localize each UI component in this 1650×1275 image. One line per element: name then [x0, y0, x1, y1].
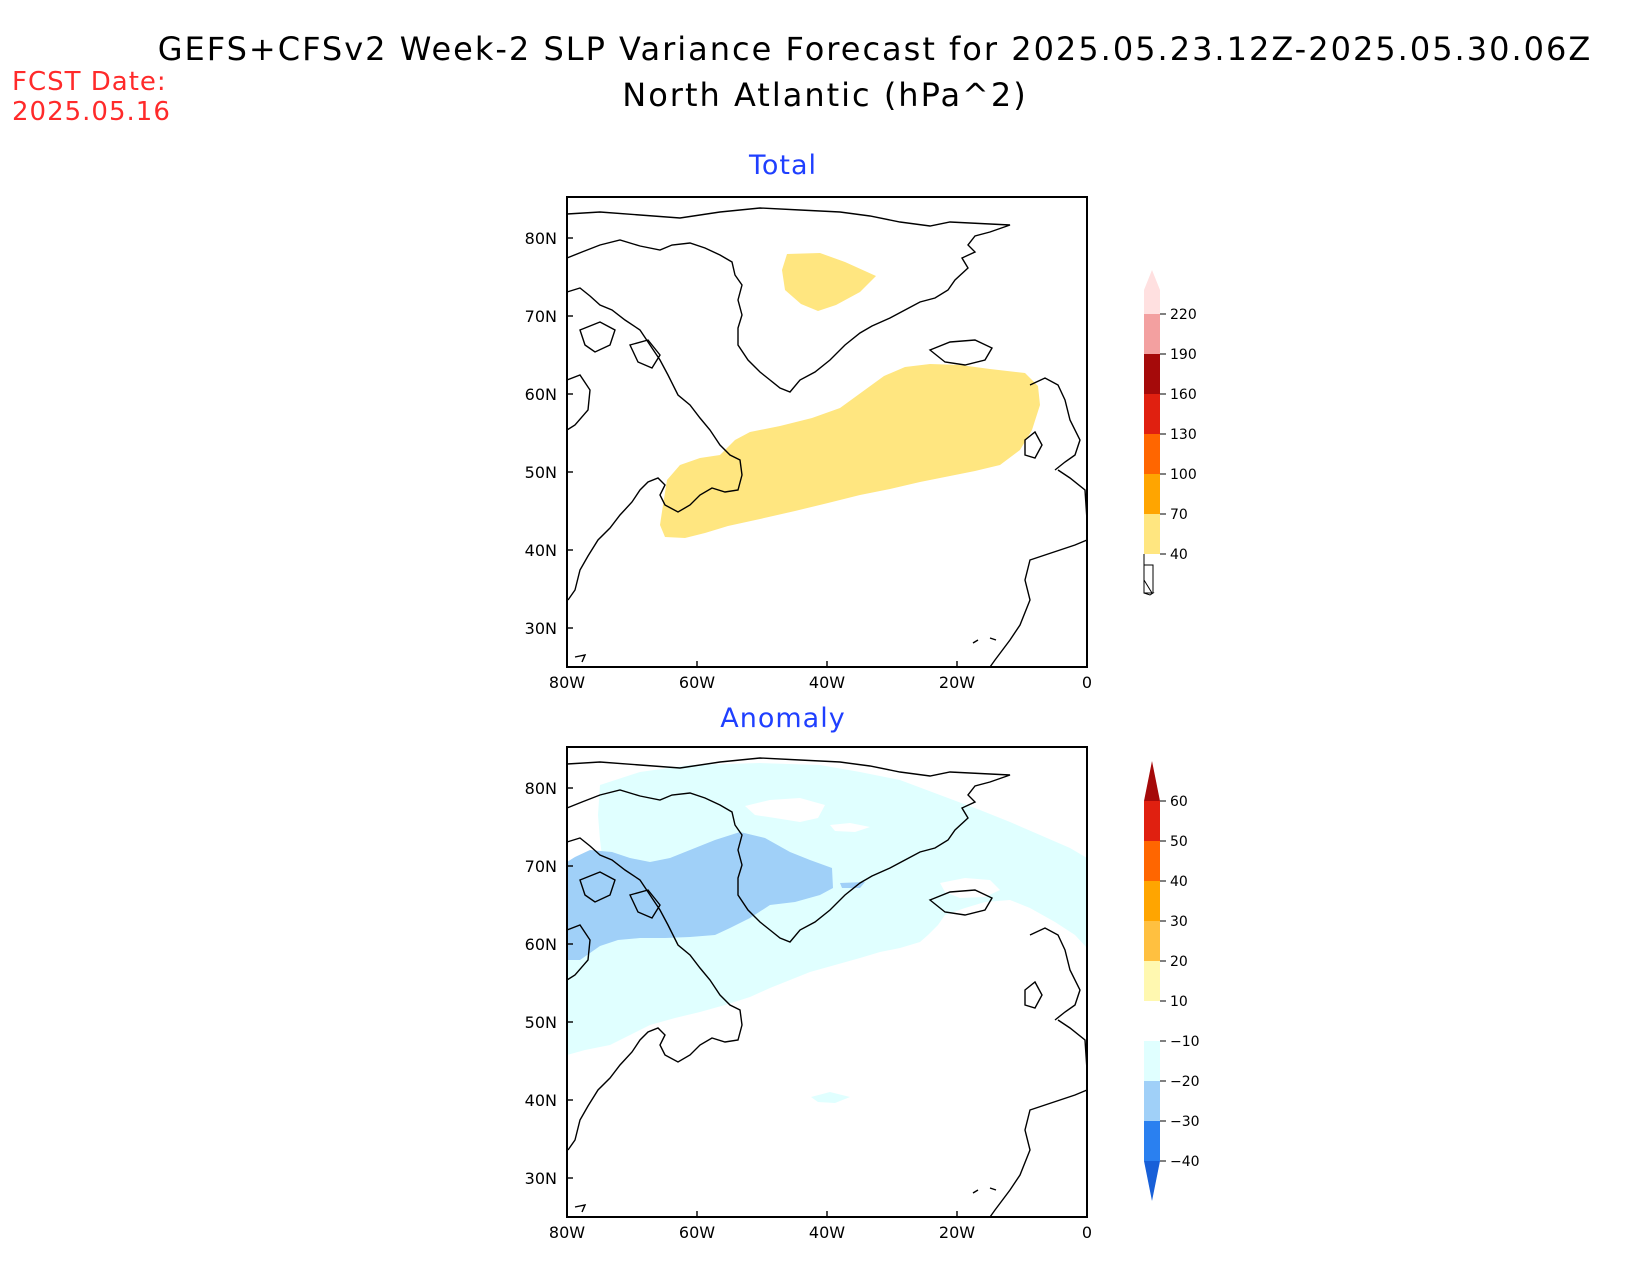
total-coastlines	[566, 207, 1088, 668]
total-colorbar-label: 70	[1170, 507, 1188, 523]
total-colorbar-swatch	[1144, 514, 1160, 554]
anomaly-colorbar-label: −30	[1170, 1114, 1200, 1130]
anomaly-lon-tick-label: 80W	[549, 1223, 585, 1242]
anomaly-lon-tick-label: 40W	[809, 1223, 845, 1242]
anomaly-colorbar-top-arrow	[1144, 761, 1160, 801]
total-colorbar-label: 160	[1170, 387, 1197, 403]
anomaly-lat-tick-label: 60N	[525, 935, 557, 954]
total-lat-tick-label: 30N	[525, 619, 557, 638]
anomaly-map: 80N 70N 60N 50N 40N 30N 80W 60W 40W 20W …	[525, 746, 1092, 1242]
total-colorbar-swatch	[1144, 394, 1160, 434]
total-colorbar-bottom-arrow	[1143, 592, 1155, 596]
anomaly-colorbar: 60 50 40 30 20 10 −10 −20 −30 −40	[1144, 761, 1200, 1201]
total-lat-tick-label: 70N	[525, 307, 557, 326]
anomaly-shade-mid	[567, 832, 833, 960]
total-lat-tick-label: 60N	[525, 385, 557, 404]
total-lat-tick-label: 40N	[525, 541, 557, 560]
panel-title-anomaly: Anomaly	[720, 703, 846, 734]
anomaly-shade-hole	[830, 823, 870, 832]
anomaly-colorbar-swatch	[1144, 1121, 1160, 1161]
total-colorbar-swatch	[1144, 354, 1160, 394]
total-colorbar-top-arrow	[1144, 270, 1160, 314]
anomaly-lon-tick-label: 20W	[939, 1223, 975, 1242]
anomaly-colorbar-label: 20	[1170, 954, 1188, 970]
chart-title: GEFS+CFSv2 Week-2 SLP Variance Forecast …	[157, 30, 1593, 68]
total-colorbar-label: 100	[1170, 467, 1197, 483]
total-lat-tick-label: 50N	[525, 463, 557, 482]
anomaly-lat-tick-label: 40N	[525, 1091, 557, 1110]
anomaly-colorbar-swatch	[1144, 921, 1160, 961]
anomaly-colorbar-swatch	[1144, 841, 1160, 881]
anomaly-colorbar-label: −20	[1170, 1074, 1200, 1090]
anomaly-colorbar-label: 60	[1170, 794, 1188, 810]
anomaly-colorbar-label: 30	[1170, 914, 1188, 930]
anomaly-colorbar-swatch	[1144, 801, 1160, 841]
total-shade-atlantic	[660, 364, 1040, 538]
anomaly-colorbar-swatch	[1144, 1081, 1160, 1121]
anomaly-lon-tick-label: 0	[1082, 1223, 1092, 1242]
anomaly-lat-tick-label: 80N	[525, 779, 557, 798]
total-lon-tick-label: 80W	[549, 673, 585, 692]
anomaly-shade-hole	[940, 878, 1000, 898]
anomaly-shade-light	[567, 763, 1087, 1055]
total-map: 80N 70N 60N 50N 40N 30N 80W 60W 40W 20W …	[525, 196, 1092, 692]
anomaly-colorbar-label: −10	[1170, 1034, 1200, 1050]
total-lon-tick-label: 20W	[939, 673, 975, 692]
anomaly-shade-hole	[745, 798, 825, 822]
total-lon-axis: 80W 60W 40W 20W 0	[549, 661, 1092, 692]
anomaly-lon-tick-label: 60W	[679, 1223, 715, 1242]
anomaly-colorbar-swatch	[1144, 1001, 1160, 1041]
total-lon-tick-label: 0	[1082, 673, 1092, 692]
total-lon-tick-label: 60W	[679, 673, 715, 692]
total-colorbar-label: 190	[1170, 347, 1197, 363]
anomaly-lat-tick-label: 50N	[525, 1013, 557, 1032]
total-colorbar-label: 40	[1170, 547, 1188, 563]
chart-subtitle: North Atlantic (hPa^2)	[622, 76, 1028, 114]
total-colorbar-label: 220	[1170, 307, 1197, 323]
panel-title-total: Total	[748, 150, 818, 181]
total-colorbar-swatch	[1144, 314, 1160, 354]
anomaly-lat-tick-label: 70N	[525, 857, 557, 876]
anomaly-lat-tick-label: 30N	[525, 1169, 557, 1188]
total-lat-axis: 80N 70N 60N 50N 40N 30N	[525, 229, 573, 638]
anomaly-colorbar-swatch	[1144, 881, 1160, 921]
total-lon-tick-label: 40W	[809, 673, 845, 692]
total-colorbar-swatch	[1144, 474, 1160, 514]
total-colorbar-label: 130	[1170, 427, 1197, 443]
anomaly-colorbar-swatch	[1144, 1041, 1160, 1081]
forecast-date-label: FCST Date:	[12, 67, 167, 97]
total-lat-tick-label: 80N	[525, 229, 557, 248]
total-colorbar: 40 70 100 130 160 190 220	[1143, 270, 1197, 596]
anomaly-colorbar-label: 10	[1170, 994, 1188, 1010]
total-shade-greenland	[782, 253, 876, 311]
anomaly-shade-light	[811, 1092, 850, 1103]
anomaly-colorbar-label: 50	[1170, 834, 1188, 850]
anomaly-colorbar-label: 40	[1170, 874, 1188, 890]
anomaly-colorbar-bottom-arrow	[1144, 1161, 1160, 1201]
forecast-date-value: 2025.05.16	[12, 97, 171, 127]
anomaly-lat-axis: 80N 70N 60N 50N 40N 30N	[525, 779, 573, 1188]
anomaly-lon-axis: 80W 60W 40W 20W 0	[549, 1211, 1092, 1242]
anomaly-colorbar-swatch	[1144, 961, 1160, 1001]
anomaly-colorbar-label: −40	[1170, 1154, 1200, 1170]
total-colorbar-swatch	[1144, 434, 1160, 474]
